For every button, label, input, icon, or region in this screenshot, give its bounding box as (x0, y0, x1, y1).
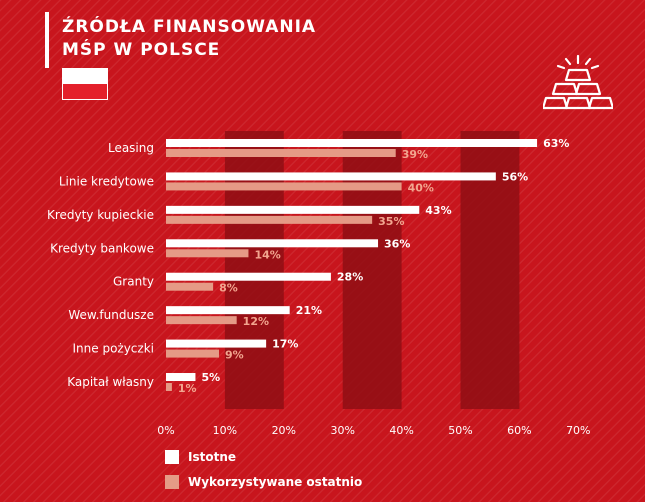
title-line-2: MŚP W POLSCE (62, 40, 221, 60)
value-label-istotne: 43% (425, 204, 451, 217)
flag-white-stripe (63, 69, 107, 84)
value-label-wykorzystywane: 1% (178, 382, 197, 395)
value-label-istotne: 36% (384, 237, 410, 250)
bar-wykorzystywane (166, 215, 373, 224)
legend-swatch-wykorzystywane (165, 475, 179, 489)
x-tick-label: 0% (157, 424, 174, 437)
x-tick-label: 30% (330, 424, 354, 437)
legend-item-istotne: Istotne (165, 450, 362, 464)
bar-wykorzystywane (166, 249, 249, 258)
gold-bars-icon (543, 54, 613, 110)
x-tick-label: 40% (389, 424, 413, 437)
category-label: Kredyty kupieckie (47, 208, 154, 222)
x-tick-label: 20% (272, 424, 296, 437)
value-label-wykorzystywane: 39% (402, 148, 428, 161)
category-label: Kapitał własny (67, 375, 154, 389)
value-label-istotne: 5% (201, 371, 220, 384)
value-label-wykorzystywane: 14% (254, 248, 280, 261)
legend-label-wykorzystywane: Wykorzystywane ostatnio (188, 475, 363, 489)
value-label-wykorzystywane: 40% (408, 181, 434, 194)
poland-flag-icon (62, 68, 108, 100)
bar-istotne (166, 339, 267, 348)
page-title: ŹRÓDŁA FINANSOWANIA MŚP W POLSCE (62, 16, 316, 62)
bar-istotne (166, 306, 290, 315)
value-label-wykorzystywane: 35% (378, 215, 404, 228)
bar-wykorzystywane (166, 282, 214, 291)
bar-istotne (166, 373, 196, 382)
value-label-istotne: 63% (543, 137, 569, 150)
x-tick-label: 50% (448, 424, 472, 437)
bar-wykorzystywane (166, 149, 396, 157)
category-label: Granty (113, 275, 154, 289)
value-label-wykorzystywane: 12% (243, 315, 269, 328)
category-label: Inne pożyczki (73, 342, 155, 356)
category-label: Kredyty bankowe (50, 241, 154, 255)
value-label-istotne: 28% (337, 271, 363, 284)
bar-wykorzystywane (166, 182, 402, 191)
bar-istotne (166, 205, 420, 214)
title-accent-bar (45, 12, 49, 68)
legend: Istotne Wykorzystywane ostatnio (165, 450, 362, 500)
bar-istotne (166, 139, 538, 147)
x-tick-label: 70% (566, 424, 590, 437)
value-label-istotne: 56% (502, 170, 528, 183)
value-label-wykorzystywane: 9% (225, 349, 244, 362)
bar-wykorzystywane (166, 383, 172, 392)
value-label-istotne: 21% (296, 304, 322, 317)
title-line-1: ŹRÓDŁA FINANSOWANIA (62, 17, 317, 37)
category-label: Linie kredytowe (59, 174, 154, 188)
x-tick-label: 10% (213, 424, 237, 437)
bar-istotne (166, 272, 331, 281)
category-label: Wew.fundusze (68, 308, 154, 322)
bar-wykorzystywane (166, 349, 220, 358)
legend-label-istotne: Istotne (188, 450, 237, 464)
value-label-istotne: 17% (272, 338, 298, 351)
bar-istotne (166, 172, 496, 181)
bar-wykorzystywane (166, 316, 237, 325)
flag-red-stripe (63, 84, 107, 99)
value-label-wykorzystywane: 8% (219, 282, 238, 295)
bar-istotne (166, 239, 379, 248)
legend-swatch-istotne (165, 450, 179, 464)
category-label: Leasing (108, 141, 154, 155)
x-tick-label: 60% (507, 424, 531, 437)
legend-item-wykorzystywane: Wykorzystywane ostatnio (165, 475, 362, 489)
